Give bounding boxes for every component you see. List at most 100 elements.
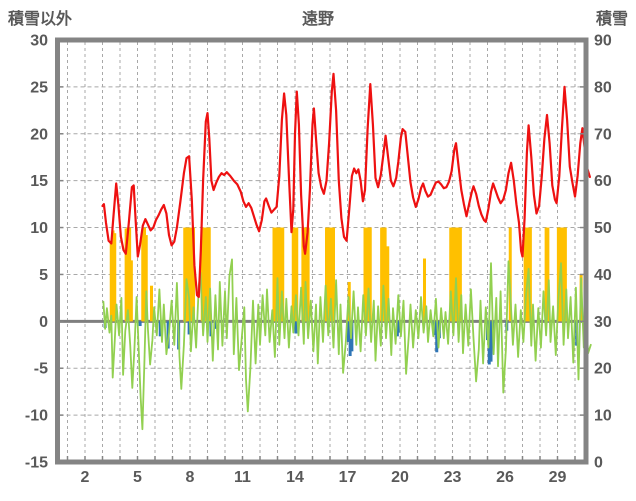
x-axis-tick-label: 17	[339, 469, 357, 486]
sunshine-bars-bar	[109, 241, 113, 322]
sunshine-bars-bar	[528, 227, 532, 322]
blue-bars-bar	[397, 321, 401, 333]
blue-bars-bar	[187, 321, 191, 335]
left-axis-tick-label: 0	[39, 314, 48, 331]
sunshine-bars-bar	[563, 227, 567, 322]
left-axis-tick-label: -5	[34, 361, 48, 378]
sunshine-bars-bar	[380, 227, 384, 322]
sunshine-bars-bar	[279, 227, 283, 322]
left-axis-tick-label: 30	[30, 33, 48, 50]
sunshine-bars-bar	[328, 227, 332, 322]
sunshine-bars-bar	[546, 227, 550, 322]
x-axis-tick-label: 11	[234, 469, 251, 486]
sunshine-bars-bar	[190, 227, 194, 322]
blue-bars-bar	[395, 321, 399, 337]
sunshine-bars-bar	[306, 227, 310, 322]
sunshine-bars-bar	[129, 260, 133, 322]
right-axis-tick-label: 40	[594, 267, 612, 284]
sunshine-bars-bar	[143, 227, 146, 322]
sunshine-bars-bar	[508, 227, 512, 322]
temperature-line	[101, 72, 591, 299]
sunshine-bars-bar	[272, 227, 276, 322]
blue-bars-bar	[294, 321, 298, 334]
sunshine-bars-bar	[204, 227, 208, 322]
sunshine-bars-bar	[200, 227, 204, 322]
sunshine-bars-bar	[449, 227, 453, 322]
x-axis-tick-label: 5	[133, 469, 142, 486]
sunshine-bars-bar	[456, 227, 460, 322]
sunshine-bars-bar	[276, 227, 279, 322]
right-axis-tick-label: 80	[594, 79, 612, 96]
right-axis-tick-label: 20	[594, 361, 612, 378]
sunshine-bars-bar	[451, 227, 454, 322]
sunshine-bars-bar	[562, 227, 566, 322]
sunshine-bars-bar	[113, 233, 117, 322]
sunshine-bars-bar	[363, 227, 367, 322]
sunshine-bars-bar	[458, 227, 462, 322]
blue-bars-bar	[158, 321, 162, 337]
sunshine-bars-bar	[192, 227, 195, 322]
x-axis-tick-label: 8	[186, 469, 195, 486]
sunshine-bars-bar	[150, 285, 153, 322]
sunshine-bars-bar	[544, 227, 548, 322]
sunshine-bars-bar	[365, 227, 369, 322]
right-axis-tick-label: 0	[594, 455, 603, 472]
left-axis-tick-label: 5	[39, 267, 48, 284]
sunshine-bars-bar	[301, 227, 305, 322]
left-axis-tick-label: 15	[30, 173, 48, 190]
chart-title: 遠野	[301, 11, 334, 28]
sunshine-bars-bar	[188, 227, 192, 322]
sunshine-bars-bar	[367, 227, 370, 322]
x-axis-tick-label: 20	[391, 469, 409, 486]
left-axis-tick-label: 25	[30, 79, 48, 96]
sunshine-bars-bar	[206, 227, 209, 322]
plot-frame	[55, 37, 589, 465]
sunshine-bars-bar	[330, 227, 334, 322]
sunshine-bars-bar	[368, 227, 372, 322]
sunshine-bars-bar	[277, 227, 281, 322]
x-axis-tick-label: 14	[286, 469, 304, 486]
x-axis-tick-label: 2	[81, 469, 90, 486]
right-axis-tick-label: 30	[594, 314, 612, 331]
sunshine-bars-bar	[452, 227, 456, 322]
sunshine-bars-bar	[141, 231, 145, 322]
left-axis-tick-label: -15	[25, 455, 48, 472]
blue-bars-bar	[435, 321, 439, 353]
sunshine-bars-bar	[183, 227, 187, 322]
sunshine-bars-bar	[381, 227, 385, 322]
sunshine-bars-bar	[144, 235, 148, 322]
sunshine-bars-bar	[281, 227, 285, 322]
right-axis-tick-label: 60	[594, 173, 612, 190]
sunshine-bars-bar	[326, 227, 330, 322]
blue-bars-bar	[489, 321, 493, 362]
sunshine-bars-bar	[295, 227, 299, 322]
blue-bars-bar	[138, 321, 142, 327]
right-axis-tick-label: 70	[594, 126, 612, 143]
green-line	[102, 258, 592, 431]
x-axis-tick-label: 26	[496, 469, 514, 486]
sunshine-bars-bar	[525, 227, 529, 322]
sunshine-bars-bar	[293, 227, 297, 322]
sunshine-bars-bar	[126, 227, 130, 322]
left-axis-tick-label: -10	[25, 408, 48, 425]
sunshine-bars-bar	[303, 227, 307, 322]
sunshine-bars-bar	[325, 227, 328, 322]
right-axis-tick-label: 90	[594, 33, 612, 50]
sunshine-bars-bar	[185, 227, 188, 322]
sunshine-bars-bar	[207, 227, 211, 322]
sunshine-bars-bar	[523, 227, 527, 322]
x-axis-tick-label: 23	[444, 469, 462, 486]
right-axis-title: 積雪	[595, 11, 628, 28]
sunshine-bars-bar	[556, 227, 560, 322]
sunshine-bars-bar	[111, 230, 115, 322]
sunshine-bars-bar	[332, 227, 335, 322]
blue-bars-bar	[213, 321, 217, 329]
sunshine-bars-bar	[383, 227, 387, 322]
blue-bars-bar	[346, 321, 350, 342]
sunshine-bars-bar	[386, 246, 390, 322]
sunshine-bars-bar	[128, 227, 132, 322]
sunshine-bars-bar	[186, 227, 190, 322]
sunshine-bars-bar	[454, 227, 458, 322]
sunshine-bars-bar	[304, 227, 308, 322]
